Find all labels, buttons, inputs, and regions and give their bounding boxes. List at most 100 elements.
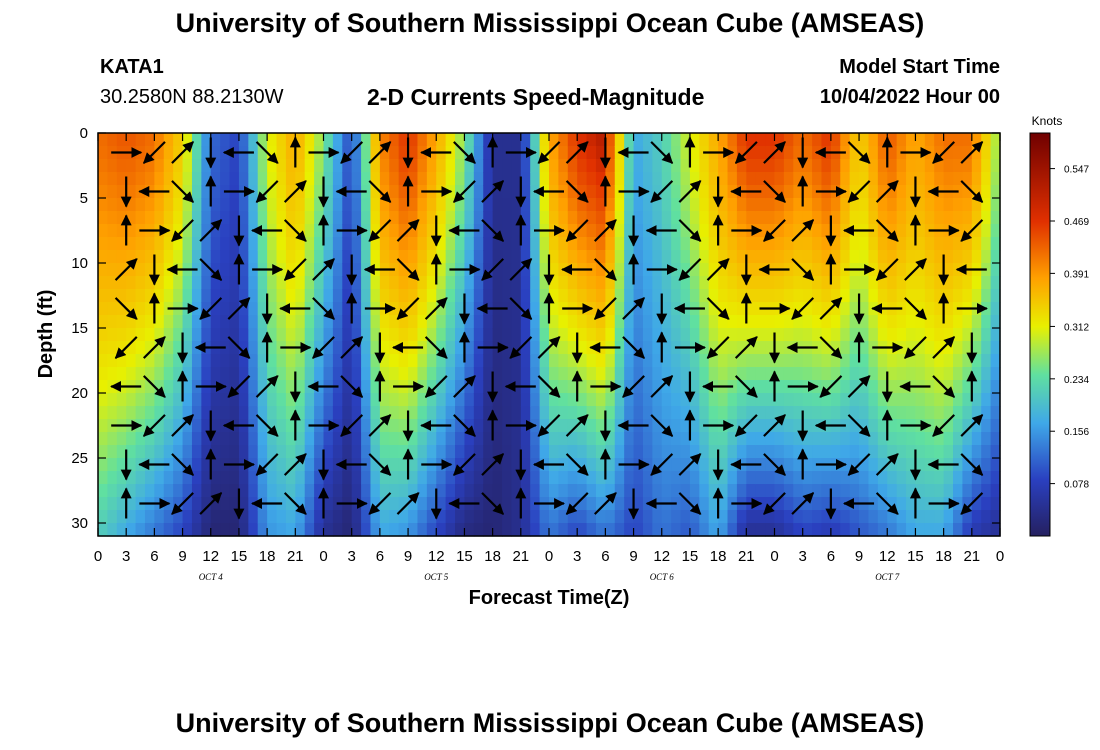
heatmap-cell	[868, 510, 879, 524]
heatmap-cell	[577, 198, 588, 212]
heatmap-cell	[661, 471, 672, 485]
heatmap-cell	[285, 367, 296, 381]
heatmap-cell	[285, 211, 296, 225]
heatmap-cell	[624, 406, 635, 420]
heatmap-cell	[661, 185, 672, 199]
heatmap-cell	[680, 328, 691, 342]
heatmap-cell	[671, 172, 682, 186]
heatmap-cell	[708, 315, 719, 329]
heatmap-cell	[285, 224, 296, 238]
heatmap-cell	[417, 237, 428, 251]
heatmap-cell	[680, 419, 691, 433]
heatmap-cell	[201, 185, 212, 199]
heatmap-cell	[614, 432, 625, 446]
heatmap-cell	[389, 198, 400, 212]
colorbar-title: Knots	[1032, 114, 1063, 128]
heatmap-cell	[924, 172, 935, 186]
heatmap-cell	[765, 172, 776, 186]
heatmap-cell	[605, 471, 616, 485]
heatmap-cell	[436, 393, 447, 407]
heatmap-cell	[351, 354, 362, 368]
heatmap-cell	[868, 315, 879, 329]
heatmap-cell	[144, 380, 155, 394]
current-arrow	[565, 180, 589, 203]
heatmap-cell	[624, 497, 635, 511]
heatmap-cell	[191, 250, 202, 264]
heatmap-cell	[502, 237, 513, 251]
heatmap-cell	[191, 367, 202, 381]
heatmap-cell	[849, 367, 860, 381]
heatmap-cell	[896, 250, 907, 264]
heatmap-cell	[934, 302, 945, 316]
heatmap-cell	[182, 354, 193, 368]
heatmap-cell	[642, 315, 653, 329]
current-arrow	[819, 336, 843, 359]
heatmap-cell	[483, 445, 494, 459]
heatmap-cell	[549, 289, 559, 303]
heatmap-cell	[107, 328, 118, 342]
heatmap-cell	[633, 315, 644, 329]
heatmap-cell	[361, 523, 372, 537]
heatmap-cell	[661, 354, 672, 368]
heatmap-cell	[238, 302, 249, 316]
heatmap-cell	[595, 146, 606, 160]
heatmap-cell	[304, 224, 315, 238]
heatmap-cell	[736, 354, 747, 368]
heatmap-cell	[389, 250, 400, 264]
heatmap-cell	[924, 445, 935, 459]
heatmap-cell	[746, 315, 757, 329]
heatmap-cell	[144, 471, 155, 485]
heatmap-cell	[267, 289, 278, 303]
heatmap-cell	[238, 172, 249, 186]
heatmap-cell	[586, 198, 597, 212]
heatmap-cell	[577, 224, 588, 238]
heatmap-cell	[154, 406, 165, 420]
heatmap-cell	[257, 133, 268, 147]
heatmap-cell	[840, 354, 851, 368]
heatmap-cell	[755, 419, 766, 433]
heatmap-cell	[549, 354, 559, 368]
heatmap-cell	[464, 211, 475, 225]
heatmap-cell	[971, 211, 982, 225]
heatmap-cell	[267, 302, 278, 316]
heatmap-cell	[389, 354, 400, 368]
heatmap-cell	[314, 263, 325, 277]
heatmap-cell	[229, 523, 240, 537]
heatmap-cell	[154, 393, 165, 407]
heatmap-cell	[652, 393, 663, 407]
heatmap-cell	[924, 133, 935, 147]
heatmap-cell	[473, 328, 484, 342]
heatmap-cell	[511, 354, 522, 368]
heatmap-cell	[652, 250, 663, 264]
heatmap-cell	[981, 250, 992, 264]
current-arrow	[960, 492, 984, 515]
heatmap-cell	[426, 224, 437, 238]
heatmap-cell	[746, 237, 757, 251]
heatmap-cell	[332, 133, 343, 147]
heatmap-cell	[248, 406, 259, 420]
heatmap-cell	[802, 523, 813, 537]
heatmap-cell	[220, 367, 231, 381]
heatmap-cell	[229, 315, 240, 329]
heatmap-cell	[595, 484, 606, 498]
heatmap-cell	[868, 328, 879, 342]
heatmap-cell	[238, 406, 249, 420]
heatmap-cell	[455, 341, 466, 355]
x-tick-label: 0	[545, 548, 553, 565]
heatmap-cell	[708, 289, 719, 303]
heatmap-cell	[577, 146, 588, 160]
heatmap-cell	[304, 510, 315, 524]
heatmap-cell	[624, 354, 635, 368]
heatmap-cell	[238, 380, 249, 394]
heatmap-cell	[708, 250, 719, 264]
heatmap-cell	[680, 354, 691, 368]
heatmap-cell	[257, 419, 268, 433]
heatmap-cell	[783, 198, 794, 212]
heatmap-cell	[370, 471, 381, 485]
heatmap-cell	[783, 354, 794, 368]
heatmap-cell	[708, 523, 719, 537]
heatmap-cell	[530, 328, 541, 342]
heatmap-cell	[859, 354, 870, 368]
heatmap-cell	[906, 432, 917, 446]
heatmap-cell	[821, 289, 832, 303]
